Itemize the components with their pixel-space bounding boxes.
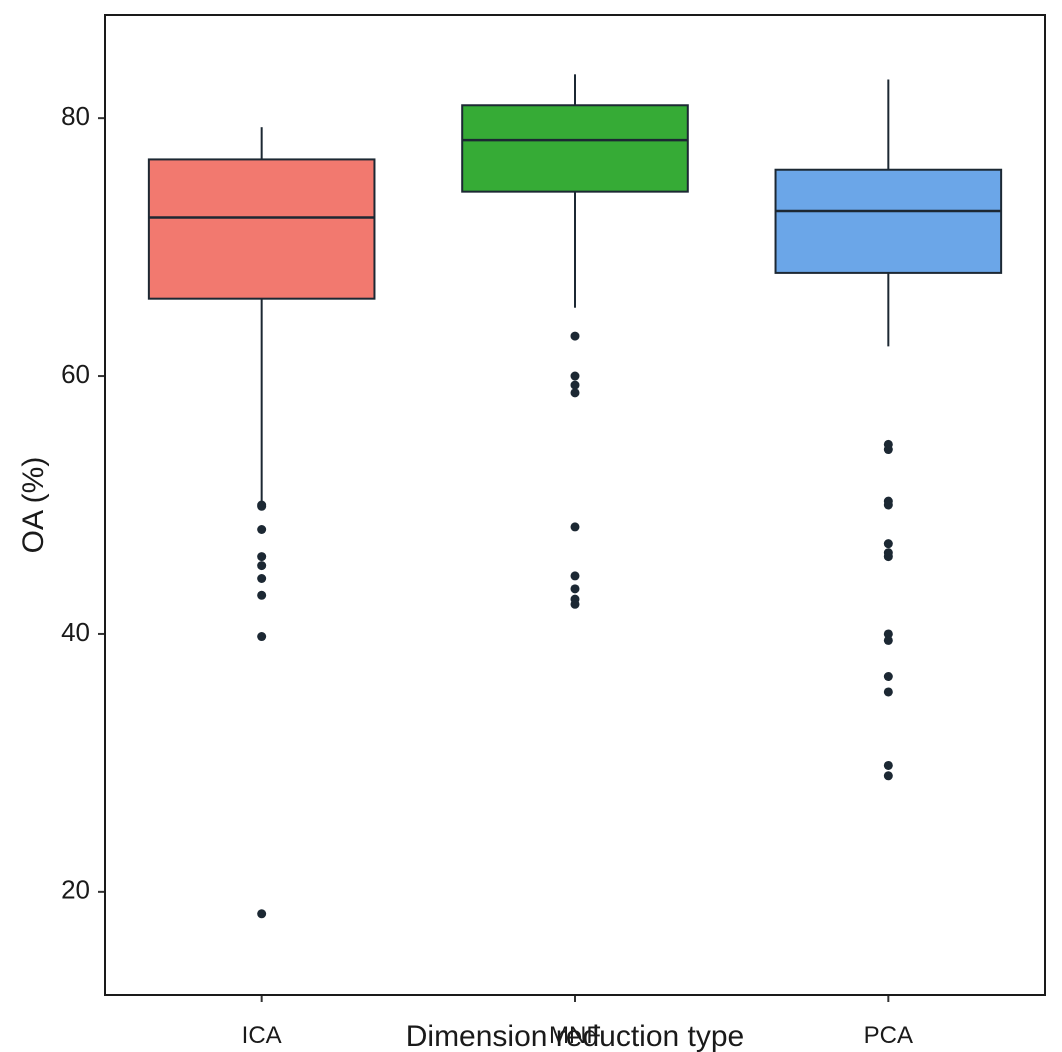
outlier-point [571,372,580,381]
outlier-point [571,522,580,531]
outlier-point [257,502,266,511]
outlier-point [571,332,580,341]
chart-svg: 20406080ICAMNFPCAOA (%)Dimension reducti… [0,0,1062,1052]
outlier-point [257,591,266,600]
boxplot-chart: 20406080ICAMNFPCAOA (%)Dimension reducti… [0,0,1062,1052]
x-tick-label: PCA [864,1022,913,1049]
outlier-point [884,761,893,770]
outlier-point [884,445,893,454]
box [149,159,375,298]
outlier-point [884,672,893,681]
outlier-point [257,561,266,570]
outlier-point [884,687,893,696]
y-tick-label: 80 [61,101,90,131]
y-tick-label: 40 [61,617,90,647]
outlier-point [257,525,266,534]
y-tick-label: 20 [61,875,90,905]
y-axis-title: OA (%) [17,457,50,554]
x-tick-label: ICA [242,1022,282,1049]
outlier-point [257,909,266,918]
outlier-point [571,600,580,609]
box [462,105,688,191]
outlier-point [884,501,893,510]
y-tick-label: 60 [61,359,90,389]
x-axis-title: Dimension reduction type [406,1020,745,1052]
outlier-point [257,632,266,641]
outlier-point [884,771,893,780]
outlier-point [257,574,266,583]
outlier-point [571,571,580,580]
outlier-point [571,584,580,593]
outlier-point [571,381,580,390]
box [776,170,1002,273]
outlier-point [884,636,893,645]
outlier-point [571,388,580,397]
outlier-point [884,539,893,548]
outlier-point [884,552,893,561]
outlier-point [257,552,266,561]
